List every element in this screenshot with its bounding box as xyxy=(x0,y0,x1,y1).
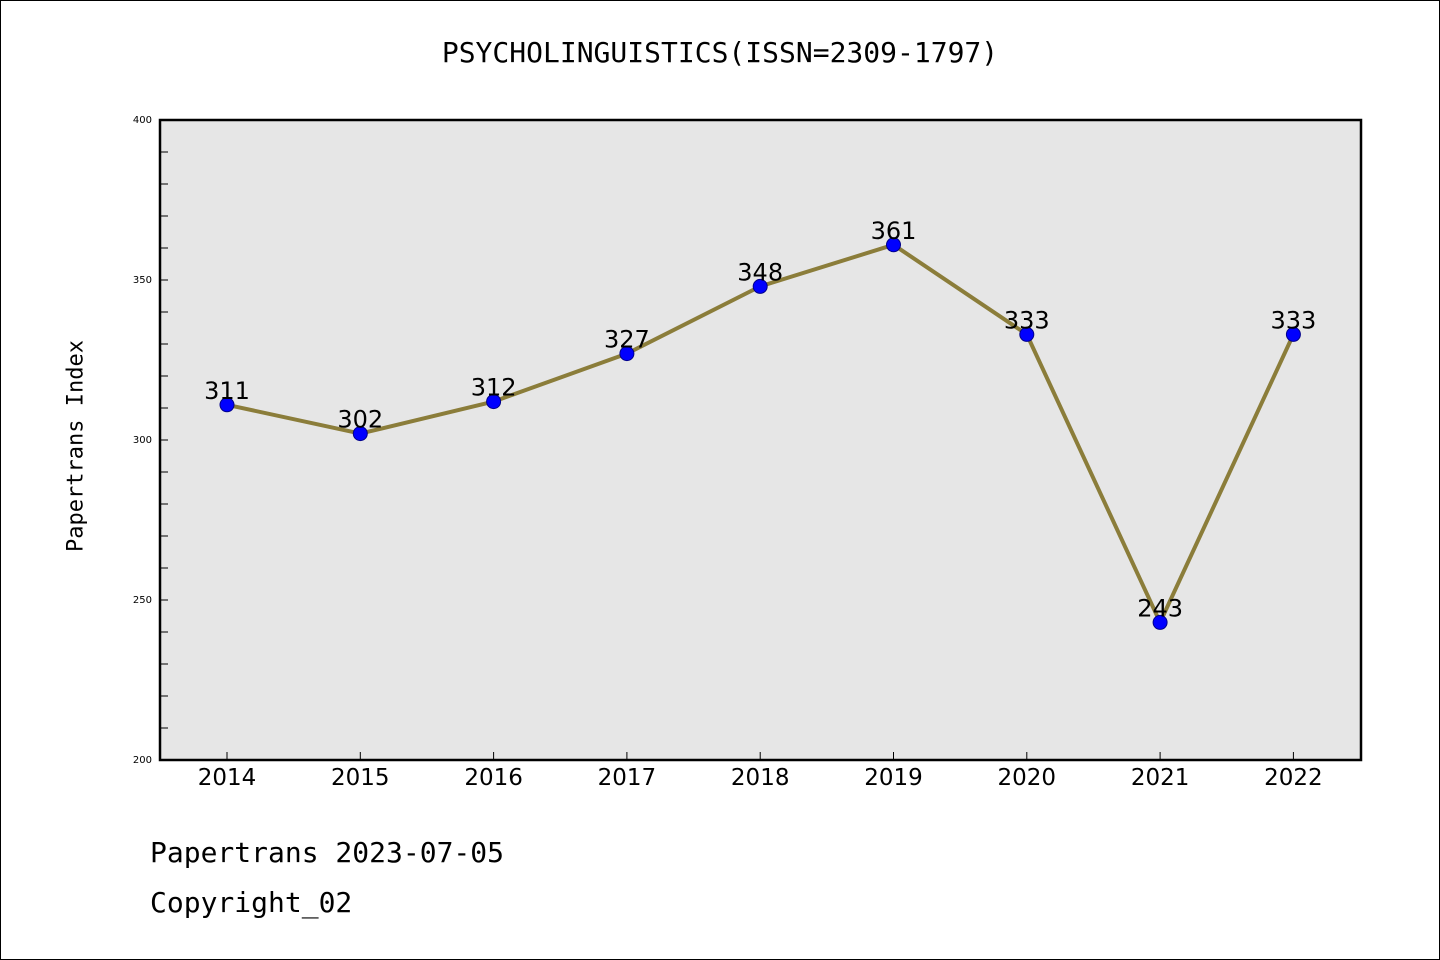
plot-area xyxy=(160,120,1361,760)
data-point xyxy=(352,426,368,442)
data-label: 361 xyxy=(871,217,917,245)
y-tick-label: 350 xyxy=(133,275,152,286)
data-label: 333 xyxy=(1004,306,1050,334)
data-label: 312 xyxy=(471,374,517,402)
data-point xyxy=(486,394,502,410)
data-label: 302 xyxy=(337,406,383,434)
data-label: 243 xyxy=(1137,594,1183,622)
chart-title: PSYCHOLINGUISTICS(ISSN=2309-1797) xyxy=(441,36,999,69)
data-label: 333 xyxy=(1270,306,1316,334)
x-tick-label: 2019 xyxy=(864,765,923,791)
x-tick-label: 2015 xyxy=(331,765,390,791)
footer-copyright: Copyright_02 xyxy=(150,886,353,919)
plot-border xyxy=(158,118,1363,762)
data-label: 327 xyxy=(604,326,650,354)
data-point xyxy=(1019,326,1035,342)
data-point xyxy=(1152,614,1168,630)
y-tick-label: 250 xyxy=(133,595,152,606)
data-point xyxy=(219,397,235,413)
x-tick-label: 2016 xyxy=(464,765,523,791)
data-point xyxy=(619,346,635,362)
x-tick-label: 2018 xyxy=(731,765,790,791)
data-label: 311 xyxy=(204,377,250,405)
x-tick-label: 2021 xyxy=(1131,765,1190,791)
data-point xyxy=(752,278,768,294)
y-tick-label: 200 xyxy=(133,755,152,766)
x-tick-label: 2020 xyxy=(998,765,1057,791)
data-point xyxy=(1285,326,1301,342)
footer-date: Papertrans 2023-07-05 xyxy=(150,836,505,869)
y-tick-label: 300 xyxy=(133,435,152,446)
x-tick-label: 2022 xyxy=(1264,765,1323,791)
data-label: 348 xyxy=(737,258,783,286)
y-tick-label: 400 xyxy=(133,115,152,126)
x-tick-label: 2014 xyxy=(198,765,257,791)
data-point xyxy=(886,237,901,253)
x-tick-label: 2017 xyxy=(598,765,657,791)
